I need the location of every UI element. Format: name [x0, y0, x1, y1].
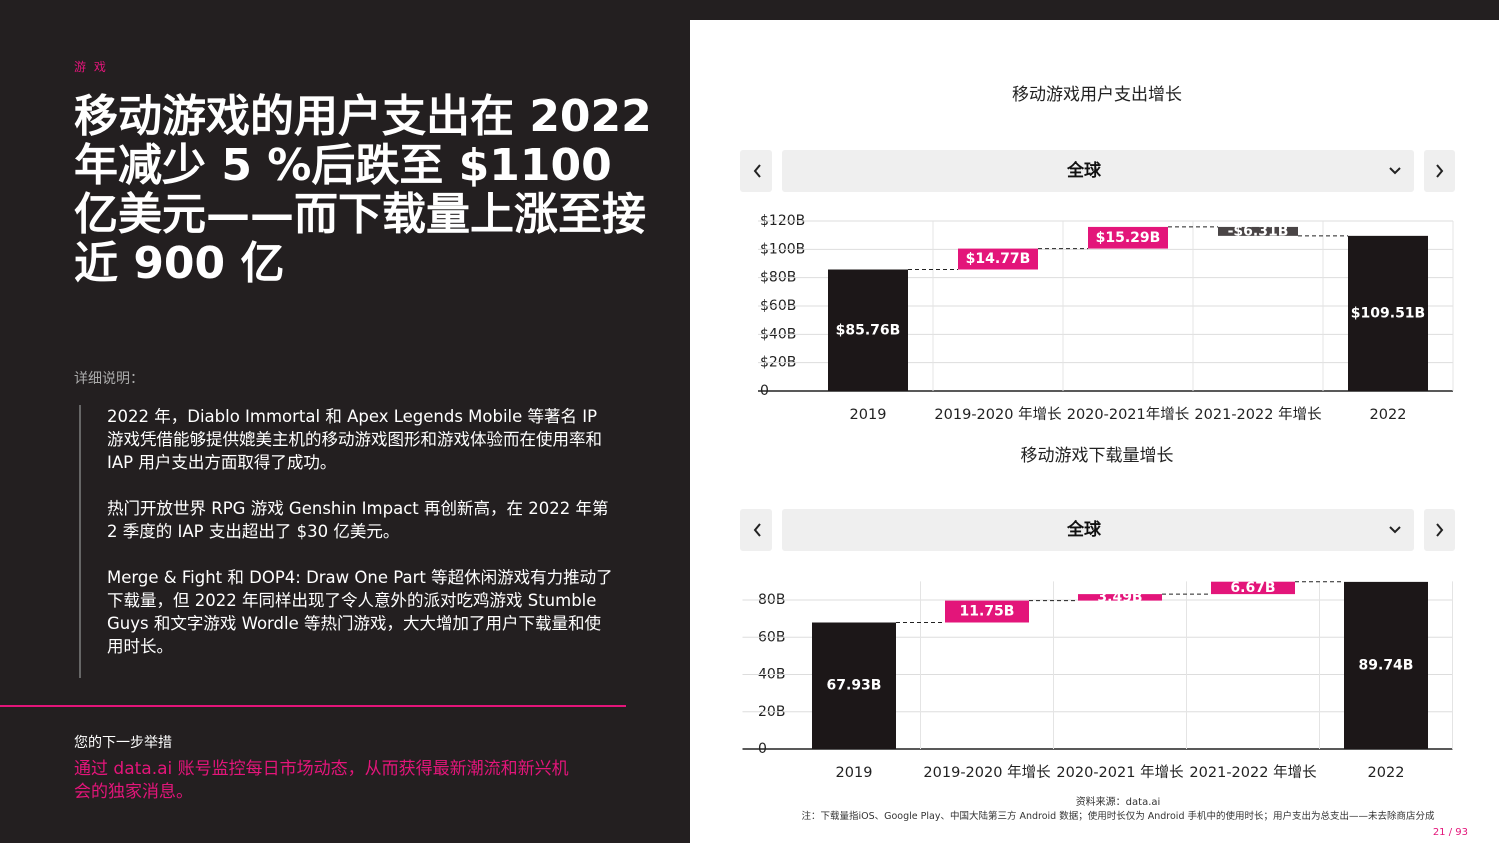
- value-label: 11.75B: [960, 604, 1015, 620]
- region-dropdown[interactable]: [782, 150, 1414, 192]
- details-label: 详细说明：: [74, 371, 144, 387]
- x-tick-label: 2022: [1370, 407, 1407, 423]
- next-button[interactable]: [1424, 150, 1455, 192]
- value-label: $14.77B: [966, 251, 1031, 267]
- left-panel: 游 戏 移动游戏的用户支出在 2022 年减少 5 %后跌至 $1100 亿美元…: [0, 0, 690, 843]
- bar: [1344, 581, 1428, 749]
- dropdown-caret: [1389, 526, 1401, 534]
- x-tick-label: 2019: [850, 407, 887, 423]
- next-button[interactable]: [1424, 509, 1455, 551]
- bar: [1088, 226, 1168, 249]
- source: 资料来源：data.ai: [1076, 795, 1161, 808]
- prev-arrow: [753, 164, 761, 178]
- value-label: $85.76B: [836, 322, 901, 338]
- value-label: 89.74B: [1359, 657, 1414, 673]
- chart-title: 移动游戏下载量增长: [1021, 446, 1174, 466]
- section-label: 游 戏: [74, 60, 108, 74]
- x-tick-label: 2021-2022 年增长: [1194, 406, 1322, 423]
- region-label: 全球: [1066, 519, 1102, 540]
- bar: [945, 600, 1029, 623]
- bar: [812, 622, 896, 749]
- paragraph: Merge & Fight 和 DOP4: Draw One Part 等超休闲…: [107, 568, 613, 656]
- value-label: $109.51B: [1351, 305, 1425, 321]
- next-arrow: [1436, 164, 1444, 178]
- chart-title: 移动游戏用户支出增长: [1012, 85, 1182, 105]
- x-tick-label: 2019-2020 年增长: [934, 406, 1062, 423]
- bar: [1348, 235, 1428, 391]
- x-tick-label: 2020-2021年增长: [1067, 406, 1190, 423]
- paragraph: 2022 年，Diablo Immortal 和 Apex Legends Mo…: [107, 407, 602, 472]
- next-step-link[interactable]: 通过 data.ai 账号监控每日市场动态，从而获得最新潮流和新兴机会的独家消息…: [74, 759, 569, 802]
- paragraph: 热门开放世界 RPG 游戏 Genshin Impact 再创新高，在 2022…: [107, 499, 609, 541]
- region-label: 全球: [1066, 160, 1102, 181]
- bar: [1211, 581, 1295, 595]
- prev-arrow: [753, 523, 761, 537]
- x-tick-label: 2022: [1368, 765, 1405, 781]
- x-tick-label: 2019: [836, 765, 873, 781]
- value-label: $15.29B: [1096, 230, 1161, 246]
- bar: [1078, 594, 1162, 601]
- region-dropdown[interactable]: [782, 509, 1414, 551]
- page-number: 21 / 93: [1433, 827, 1468, 838]
- value-label: 3.49B: [1097, 589, 1142, 605]
- bar: [828, 269, 908, 391]
- value-label: 6.67B: [1230, 580, 1275, 596]
- value-label: 67.93B: [827, 678, 882, 694]
- x-tick-label: 2020-2021 年增长: [1056, 764, 1184, 781]
- dropdown-caret: [1389, 167, 1401, 175]
- x-tick-label: 2021-2022 年增长: [1189, 764, 1317, 781]
- x-tick-label: 2019-2020 年增长: [923, 764, 1051, 781]
- bar: [958, 248, 1038, 270]
- divider: [0, 705, 626, 707]
- value-label: -$6.31B: [1228, 223, 1289, 239]
- headline: 移动游戏的用户支出在 2022 年减少 5 %后跌至 $1100 亿美元——而下…: [74, 91, 652, 289]
- next-step-label: 您的下一步举措: [74, 735, 172, 751]
- next-arrow: [1436, 523, 1444, 537]
- bar: [1218, 226, 1298, 236]
- note: 注：下载量指iOS、Google Play、中国大陆第三方 Android 数据…: [801, 810, 1435, 822]
- body: 2022 年，Diablo Immortal 和 Apex Legends Mo…: [79, 405, 647, 678]
